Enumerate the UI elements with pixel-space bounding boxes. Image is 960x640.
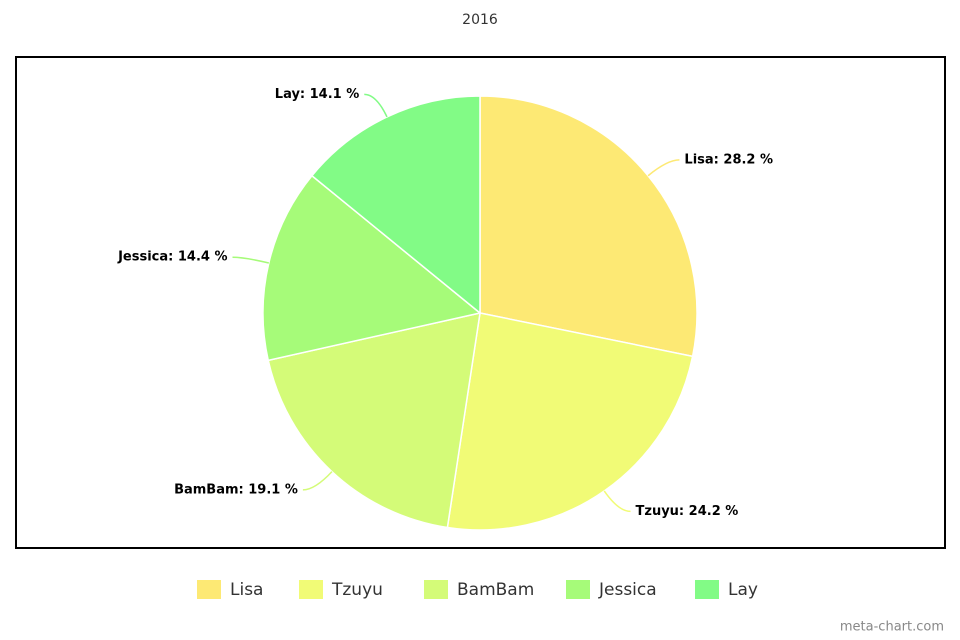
label-connector [603,490,631,513]
legend-swatch [695,580,719,599]
legend-swatch [299,580,323,599]
label-connector [302,471,333,491]
pie-slice [446,312,694,531]
pie-slice [267,312,481,529]
label-connector [647,159,680,177]
legend-label: BamBam [457,580,534,600]
legend-swatch [197,580,221,599]
data-label: Tzuyu: 24.2 % [636,504,739,519]
data-label: Lisa: 28.2 % [684,152,773,167]
label-connector [364,93,388,118]
legend-swatch [566,580,590,599]
credit: meta-chart.com [840,620,944,635]
data-label: Lay: 14.1 % [275,87,359,102]
legend-label: Tzuyu [331,580,383,600]
data-label: Jessica: 14.4 % [117,250,227,265]
legend-label: Lay [728,580,758,600]
data-label: BamBam: 19.1 % [174,482,298,497]
legend-label: Jessica [598,580,657,600]
legend-swatch [424,580,448,599]
label-connector [232,256,270,264]
legend-label: Lisa [230,580,263,600]
chart-title: 2016 [462,12,498,28]
